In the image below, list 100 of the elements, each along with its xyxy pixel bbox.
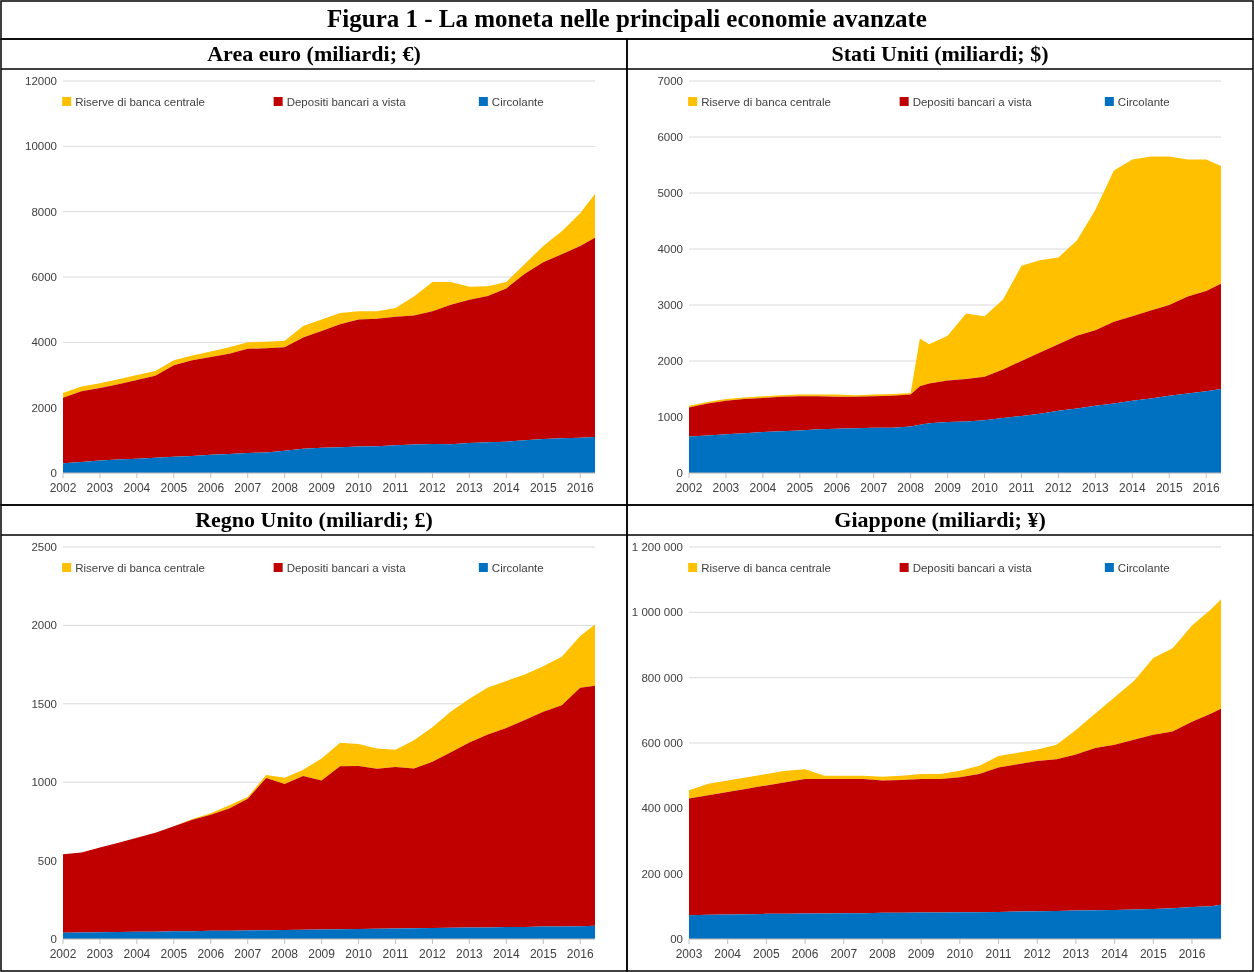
- x-tick-label: 2016: [566, 481, 594, 495]
- x-tick-label: 2016: [566, 947, 594, 961]
- x-tick-label: 2008: [271, 947, 299, 961]
- y-tick-label: 1000: [657, 411, 683, 423]
- y-tick-label: 7000: [657, 75, 683, 87]
- legend-label: Depositi bancari a vista: [912, 562, 1033, 574]
- x-tick-label: 2014: [492, 947, 520, 961]
- x-tick-label: 2015: [529, 947, 557, 961]
- y-tick-label: 2500: [31, 541, 57, 553]
- y-tick-label: 6000: [31, 271, 57, 283]
- y-tick-label: 400 000: [641, 802, 683, 815]
- chart-subtitle: Stati Uniti (miliardi; $): [831, 41, 1049, 66]
- x-tick-label: 2012: [1023, 947, 1051, 961]
- legend-label: Circolante: [1117, 96, 1170, 108]
- x-tick-label: 2011: [382, 481, 409, 495]
- legend-label: Depositi bancari a vista: [912, 96, 1033, 108]
- x-tick-label: 2009: [308, 481, 336, 495]
- x-tick-label: 2008: [271, 481, 299, 495]
- x-tick-label: 2015: [529, 481, 557, 495]
- x-tick-label: 2008: [869, 947, 897, 961]
- x-tick-label: 2014: [1118, 481, 1146, 495]
- x-tick-label: 2002: [49, 947, 77, 961]
- legend-label: Riserve di banca centrale: [75, 96, 205, 108]
- y-tick-label: 2000: [657, 355, 683, 367]
- y-tick-label: 4000: [31, 336, 57, 349]
- x-tick-label: 2005: [160, 481, 188, 495]
- y-tick-label: 600 000: [641, 737, 683, 749]
- x-tick-label: 2012: [419, 947, 447, 961]
- x-tick-label: 2003: [712, 481, 740, 495]
- x-tick-label: 2004: [749, 481, 777, 495]
- legend-label: Circolante: [1117, 562, 1170, 574]
- x-tick-label: 2009: [934, 481, 962, 495]
- y-tick-label: 200 000: [641, 867, 683, 880]
- x-tick-label: 2003: [675, 947, 703, 961]
- x-tick-label: 2010: [345, 481, 373, 495]
- x-tick-label: 2007: [234, 947, 262, 961]
- y-tick-label: 1000: [31, 776, 57, 789]
- y-tick-label: 8000: [31, 205, 57, 218]
- chart-subtitle: Area euro (miliardi; €): [207, 41, 421, 66]
- x-tick-label: 2005: [786, 481, 814, 495]
- x-tick-label: 2008: [897, 481, 925, 495]
- legend-label: Circolante: [491, 562, 544, 574]
- x-tick-label: 2004: [123, 481, 151, 495]
- y-tick-label: 4000: [657, 243, 683, 255]
- y-tick-label: 00: [670, 933, 683, 945]
- x-tick-label: 2015: [1155, 481, 1183, 495]
- x-tick-label: 2007: [234, 481, 262, 495]
- x-tick-label: 2007: [860, 481, 888, 495]
- y-tick-label: 10000: [25, 140, 57, 153]
- x-tick-label: 2010: [345, 947, 373, 961]
- y-tick-label: 12000: [25, 75, 57, 87]
- x-tick-label: 2006: [791, 947, 819, 961]
- x-tick-label: 2004: [714, 947, 742, 961]
- y-tick-label: 0: [50, 467, 57, 479]
- y-tick-label: 3000: [657, 299, 683, 311]
- x-tick-label: 2011: [382, 947, 409, 961]
- x-tick-label: 2010: [971, 481, 999, 495]
- y-tick-label: 0: [50, 933, 57, 945]
- x-tick-label: 2013: [456, 481, 484, 495]
- y-tick-label: 6000: [657, 131, 683, 143]
- x-tick-label: 2010: [946, 947, 974, 961]
- x-tick-label: 2014: [492, 481, 520, 495]
- x-tick-label: 2005: [160, 947, 188, 961]
- x-tick-label: 2013: [1082, 481, 1110, 495]
- x-tick-label: 2005: [753, 947, 781, 961]
- y-tick-label: 1 200 000: [631, 541, 683, 553]
- legend-label: Depositi bancari a vista: [286, 562, 407, 574]
- x-tick-label: 2012: [419, 481, 447, 495]
- y-tick-label: 2000: [31, 619, 57, 632]
- y-tick-label: 1500: [31, 697, 57, 710]
- x-tick-label: 2002: [675, 481, 703, 495]
- x-tick-label: 2004: [123, 947, 151, 961]
- x-tick-label: 2013: [1062, 947, 1090, 961]
- x-tick-label: 2003: [86, 481, 114, 495]
- x-tick-label: 2006: [823, 481, 851, 495]
- x-tick-label: 2015: [1139, 947, 1167, 961]
- x-tick-label: 2011: [1008, 481, 1035, 495]
- y-tick-label: 2000: [31, 401, 57, 414]
- x-tick-label: 2016: [1192, 481, 1220, 495]
- legend-label: Circolante: [491, 96, 544, 108]
- x-tick-label: 2006: [197, 947, 225, 961]
- x-tick-label: 2014: [1101, 947, 1129, 961]
- legend-label: Depositi bancari a vista: [286, 96, 407, 108]
- chart-subtitle: Regno Unito (miliardi; £): [195, 507, 433, 532]
- y-tick-label: 1 000 000: [631, 606, 683, 619]
- legend-label: Riserve di banca centrale: [701, 562, 831, 574]
- x-tick-label: 2006: [197, 481, 225, 495]
- x-tick-label: 2009: [907, 947, 935, 961]
- x-tick-label: 2009: [308, 947, 336, 961]
- y-tick-label: 800 000: [641, 671, 683, 684]
- y-tick-label: 0: [676, 467, 683, 479]
- y-tick-label: 5000: [657, 187, 683, 199]
- legend-label: Riserve di banca centrale: [75, 562, 205, 574]
- x-tick-label: 2007: [830, 947, 858, 961]
- legend-label: Riserve di banca centrale: [701, 96, 831, 108]
- x-tick-label: 2002: [49, 481, 77, 495]
- y-tick-label: 500: [37, 854, 57, 867]
- chart-subtitle: Giappone (miliardi; ¥): [834, 507, 1046, 532]
- x-tick-label: 2016: [1178, 947, 1206, 961]
- x-tick-label: 2011: [985, 947, 1012, 961]
